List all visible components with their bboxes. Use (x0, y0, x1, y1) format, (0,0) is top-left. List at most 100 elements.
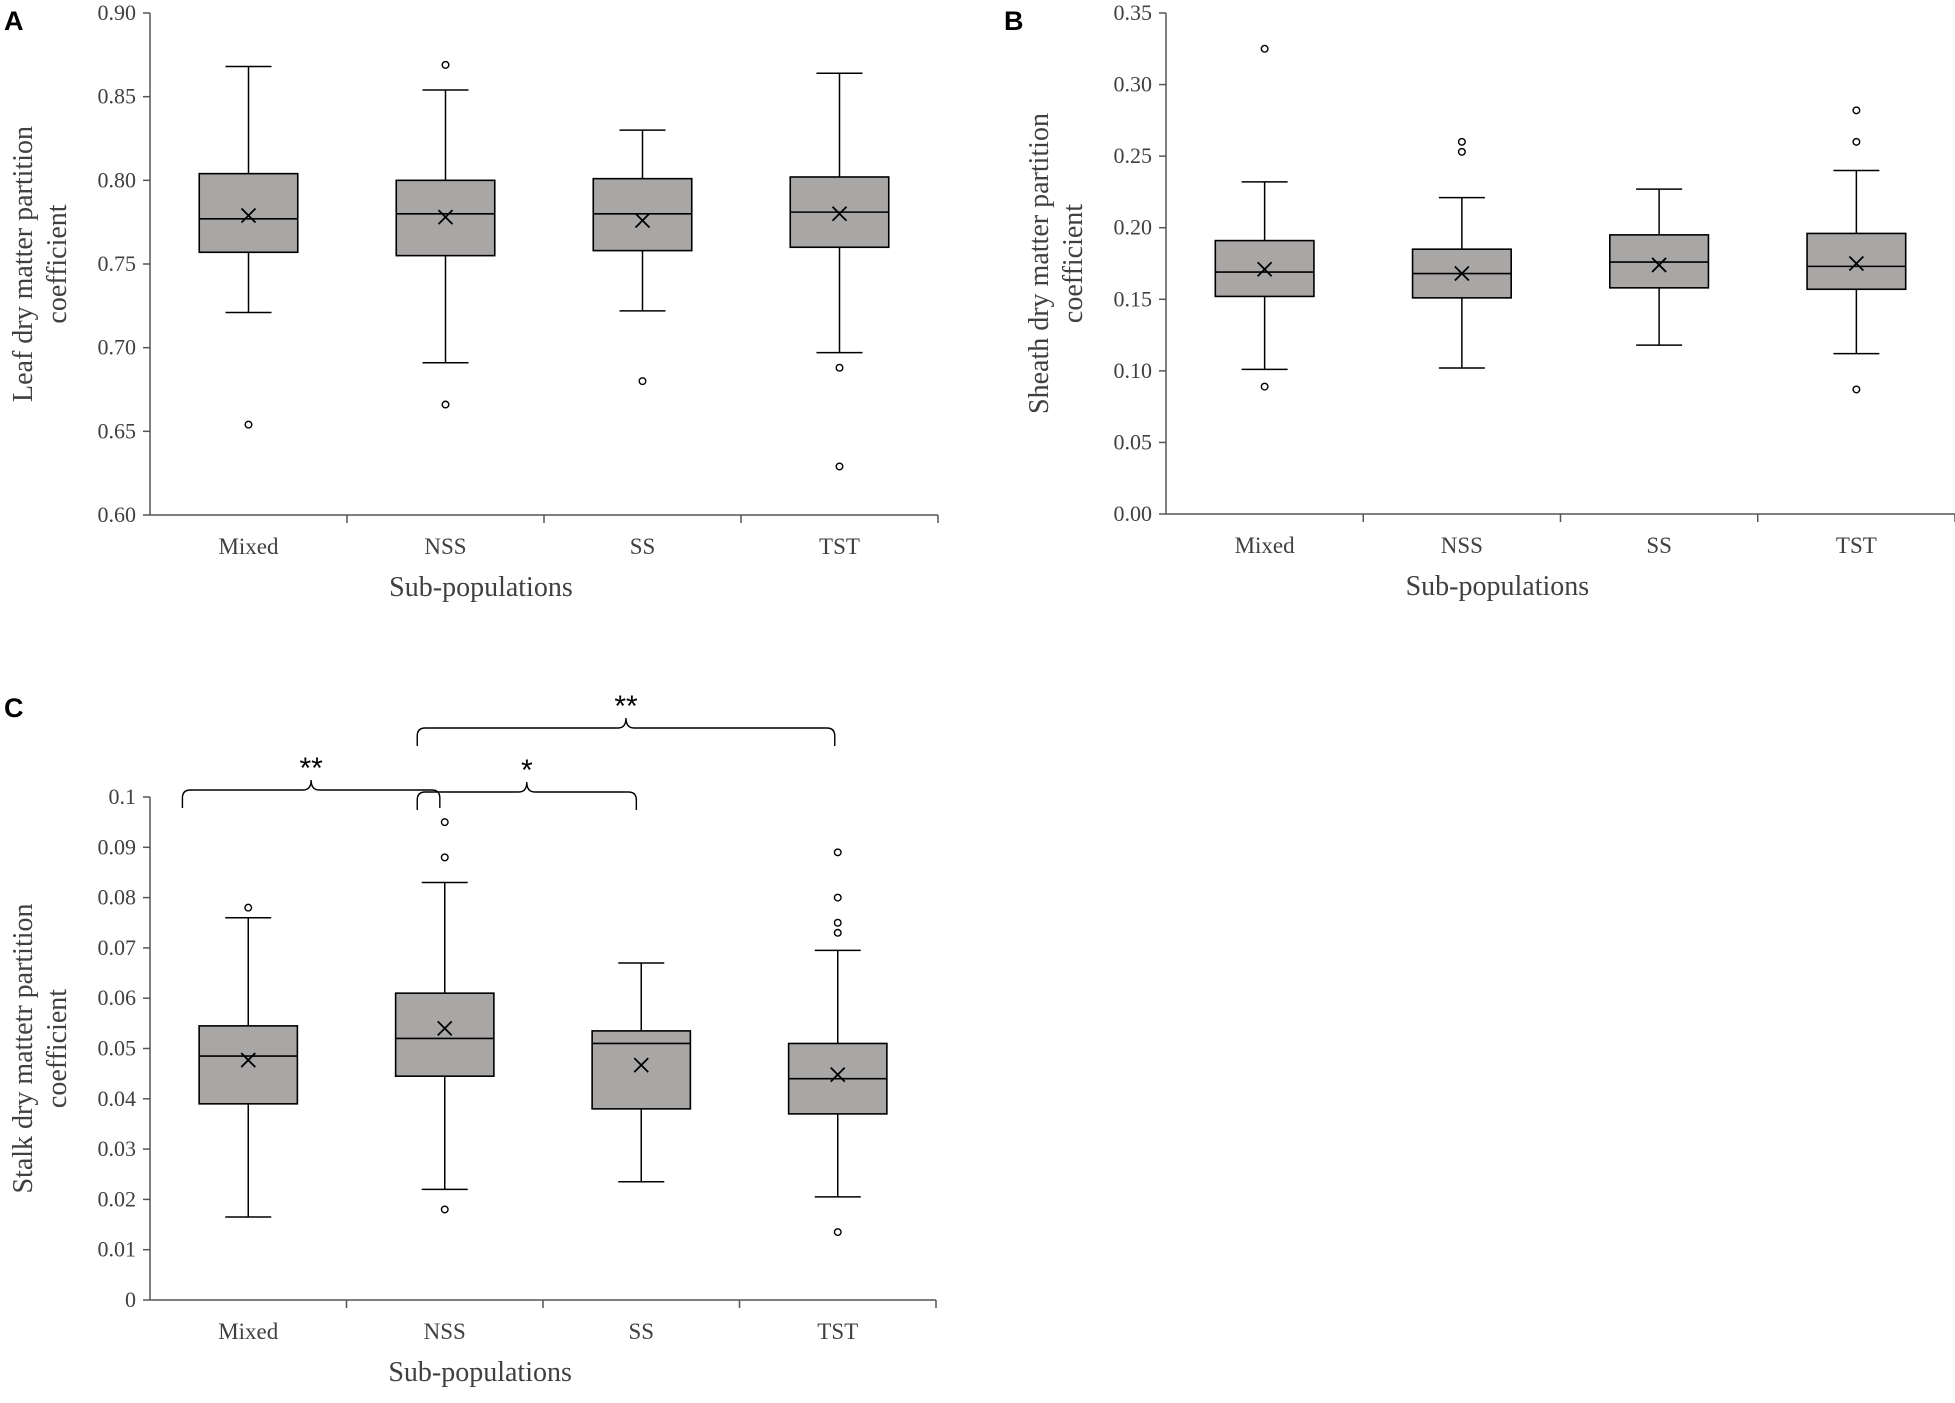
panel-c-y-tick-label: 0.09 (98, 834, 137, 859)
mean-marker (634, 212, 651, 229)
panel-c-y-tick-label: 0.05 (98, 1036, 137, 1061)
panel-c-x-axis-title: Sub-populations (388, 1357, 572, 1388)
panel-a-category-label: Mixed (218, 534, 279, 559)
panel-c-y-tick-label: 0 (125, 1287, 136, 1312)
panel-b-y-axis-title-line: coefficient (1058, 204, 1089, 323)
panel-a-box-ss (592, 129, 693, 386)
outlier-point (1260, 44, 1269, 53)
panel-a-y-tick-label: 0.60 (98, 502, 137, 527)
panel-b: B 0.00 0.05 0.10 0.15 0.20 0.25 0.30 0.35 Mixed N… (1004, 0, 1955, 602)
outlier-point (833, 893, 842, 902)
panel-a-category-label: TST (819, 534, 860, 559)
outlier-point (440, 818, 449, 827)
panel-c-y-tick-label: 0.07 (98, 935, 137, 960)
mean-marker (1651, 257, 1667, 273)
outlier-point (244, 420, 253, 429)
outlier-point (441, 400, 450, 409)
outlier-point (1852, 137, 1861, 146)
panel-b-category-label: NSS (1441, 533, 1483, 558)
panel-c-box-mixed (198, 903, 299, 1218)
panel-a-y-axis-title-line: Leaf dry matter partition (8, 126, 39, 402)
panel-c: C 0 0.01 0.02 0.03 0.04 0.05 0.06 0.07 0.08 0.09 0… (4, 690, 937, 1388)
panel-c-category-label: SS (628, 1319, 654, 1344)
panel-c-category-label: Mixed (218, 1319, 279, 1344)
panel-c-box-tst (787, 848, 888, 1237)
panel-a-y-tick-label: 0.70 (98, 335, 137, 360)
panel-a-x-axis-title: Sub-populations (389, 572, 573, 603)
outlier-point (835, 363, 844, 372)
mean-marker (437, 209, 454, 225)
panel-b-category-label: Mixed (1235, 533, 1296, 558)
panel-c-y-axis-title-line: Stalk dry mattetr partition (8, 903, 39, 1193)
panel-a-y-tick-label: 0.80 (98, 167, 137, 192)
panel-c-significance-bracket (416, 781, 638, 810)
panel-a-y-tick-label: 0.90 (98, 0, 137, 25)
mean-marker (830, 1067, 846, 1083)
panel-b-y-axis-title-line: Sheath dry matter partition (1024, 113, 1055, 414)
panel-label-b: B (1004, 6, 1024, 36)
outlier-point (440, 1205, 449, 1214)
iqr-box (198, 172, 299, 254)
panel-b-y-tick-label: 0.15 (1114, 286, 1153, 311)
panel-a-category-label: SS (630, 534, 656, 559)
panel-c-y-tick-label: 0.02 (98, 1186, 137, 1211)
panel-label-a: A (4, 6, 24, 36)
panel-b-y-tick-label: 0.10 (1114, 358, 1153, 383)
outlier-point (833, 928, 842, 937)
panel-c-significance-label: * (521, 754, 533, 787)
panel-b-category-label: SS (1646, 533, 1672, 558)
panel-c-y-tick-label: 0.08 (98, 885, 137, 910)
panel-c-y-tick-label: 0.06 (98, 985, 137, 1010)
panel-b-y-tick-label: 0.25 (1114, 143, 1153, 168)
panel-c-y-tick-label: 0.01 (98, 1237, 137, 1262)
outlier-point (833, 918, 842, 927)
panel-c-significance-bracket (181, 779, 441, 808)
outlier-point (1260, 382, 1269, 391)
outlier-point (833, 1228, 842, 1237)
panel-b-box-ss (1609, 188, 1710, 346)
outlier-point (1457, 137, 1466, 146)
panel-a-box-nss (395, 60, 496, 409)
mean-marker (831, 206, 848, 222)
panel-a-box-tst (789, 72, 890, 471)
panel-c-significance-bracket (416, 717, 836, 746)
panel-c-significance-label: ** (614, 690, 638, 723)
panel-b-category-label: TST (1836, 533, 1877, 558)
panel-c-category-label: NSS (424, 1319, 466, 1344)
mean-marker (1454, 265, 1470, 282)
panel-a-category-label: NSS (424, 534, 466, 559)
panel-b-y-tick-label: 0.05 (1114, 429, 1153, 454)
panel-a-y-tick-label: 0.75 (98, 251, 137, 276)
iqr-box (591, 1030, 692, 1110)
panel-c-significance-label: ** (299, 752, 323, 785)
panel-a-y-tick-label: 0.85 (98, 84, 137, 109)
panel-c-box-ss (591, 962, 692, 1183)
panel-a-box-mixed (198, 65, 299, 429)
panel-b-box-tst (1806, 106, 1907, 394)
outlier-point (1457, 147, 1466, 156)
iqr-box (198, 1025, 299, 1105)
panel-b-box-nss (1411, 137, 1512, 369)
panel-b-x-axis-title: Sub-populations (1406, 571, 1590, 602)
panel-b-y-tick-label: 0.00 (1114, 501, 1153, 526)
iqr-box (592, 177, 693, 252)
mean-marker (240, 207, 257, 224)
panel-b-y-tick-label: 0.30 (1114, 72, 1153, 97)
outlier-point (833, 848, 842, 857)
panel-a-y-tick-label: 0.65 (98, 418, 137, 443)
panel-c-y-tick-label: 0.1 (109, 784, 137, 809)
mean-marker (1256, 261, 1273, 277)
iqr-box (1806, 232, 1907, 291)
outlier-point (1852, 106, 1861, 115)
outlier-point (638, 377, 647, 386)
outlier-point (441, 60, 450, 69)
panel-c-y-axis-title-line: coefficient (42, 989, 73, 1108)
outlier-point (835, 462, 844, 471)
mean-marker (437, 1020, 453, 1037)
panel-c-category-label: TST (817, 1319, 858, 1344)
mean-marker (240, 1052, 256, 1068)
outlier-point (1852, 385, 1861, 394)
panel-a: A 0.60 0.65 0.70 0.75 0.80 0.85 0.90 Mixed NSS SS… (4, 0, 939, 603)
panel-b-box-mixed (1214, 44, 1315, 391)
